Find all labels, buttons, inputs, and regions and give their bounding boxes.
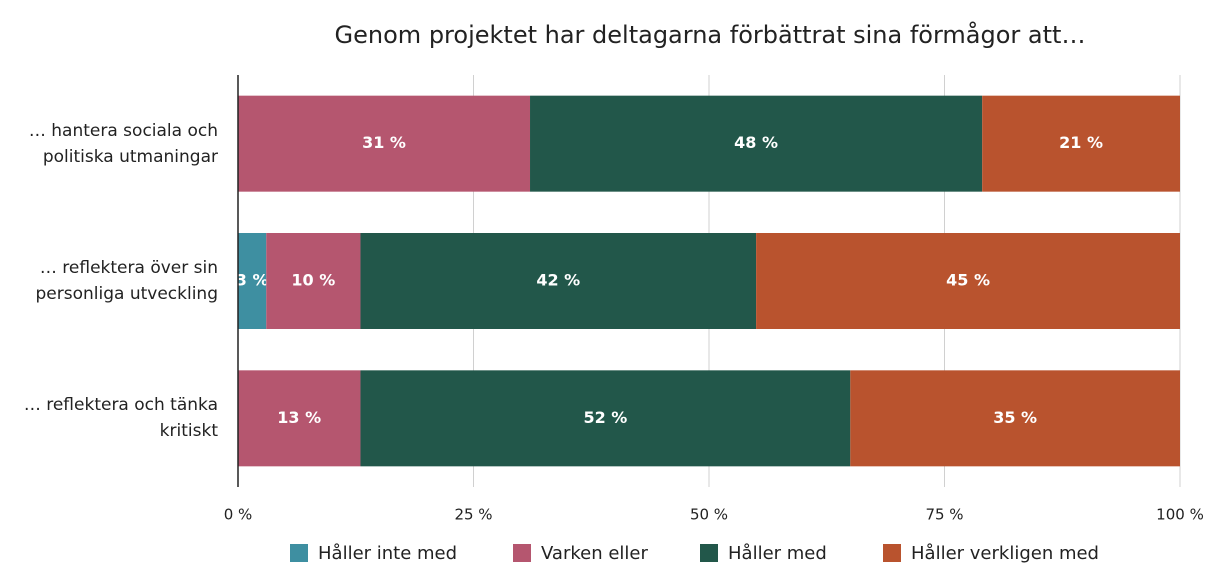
bar-segment [238,95,531,192]
category-label: … reflektera över sin personliga utveckl… [35,258,219,304]
bar-segment [238,370,361,467]
value-label: 42 % [536,271,580,290]
bar-segment [266,233,361,329]
bar-segment [850,370,1180,467]
legend-label: Håller inte med [318,543,457,564]
bar-segment [982,95,1180,192]
x-tick-label: 50 % [690,506,728,524]
value-label: 45 % [946,271,990,290]
bar-segment [360,233,757,329]
value-label: 31 % [362,133,406,152]
x-tick-label: 75 % [925,506,963,524]
bar-segment [756,233,1180,329]
value-label: 21 % [1059,133,1103,152]
chart-title: Genom projektet har deltagarna förbättra… [335,20,1086,49]
value-label: 10 % [291,271,335,290]
bar-segment [238,233,267,329]
category-label: … reflektera och tänka kritiskt [23,395,218,442]
legend-label: Varken eller [541,543,648,564]
value-label: 48 % [734,133,778,152]
legend-swatch [883,544,901,562]
category-label: … hantera sociala och politiska utmaning… [28,120,218,167]
value-label: 13 % [277,408,321,427]
legend-swatch [290,544,308,562]
legend-swatch [513,544,531,562]
x-tick-label: 100 % [1156,506,1204,524]
value-label: 35 % [993,408,1037,427]
legend-swatch [700,544,718,562]
bar-segment [530,95,983,192]
bar-segment [360,370,851,467]
value-label: 3 % [236,271,269,290]
value-label: 52 % [583,408,627,427]
x-tick-label: 25 % [454,506,492,524]
x-tick-label: 0 % [224,506,253,524]
legend-label: Håller med [728,543,827,564]
legend-label: Håller verkligen med [911,543,1099,564]
